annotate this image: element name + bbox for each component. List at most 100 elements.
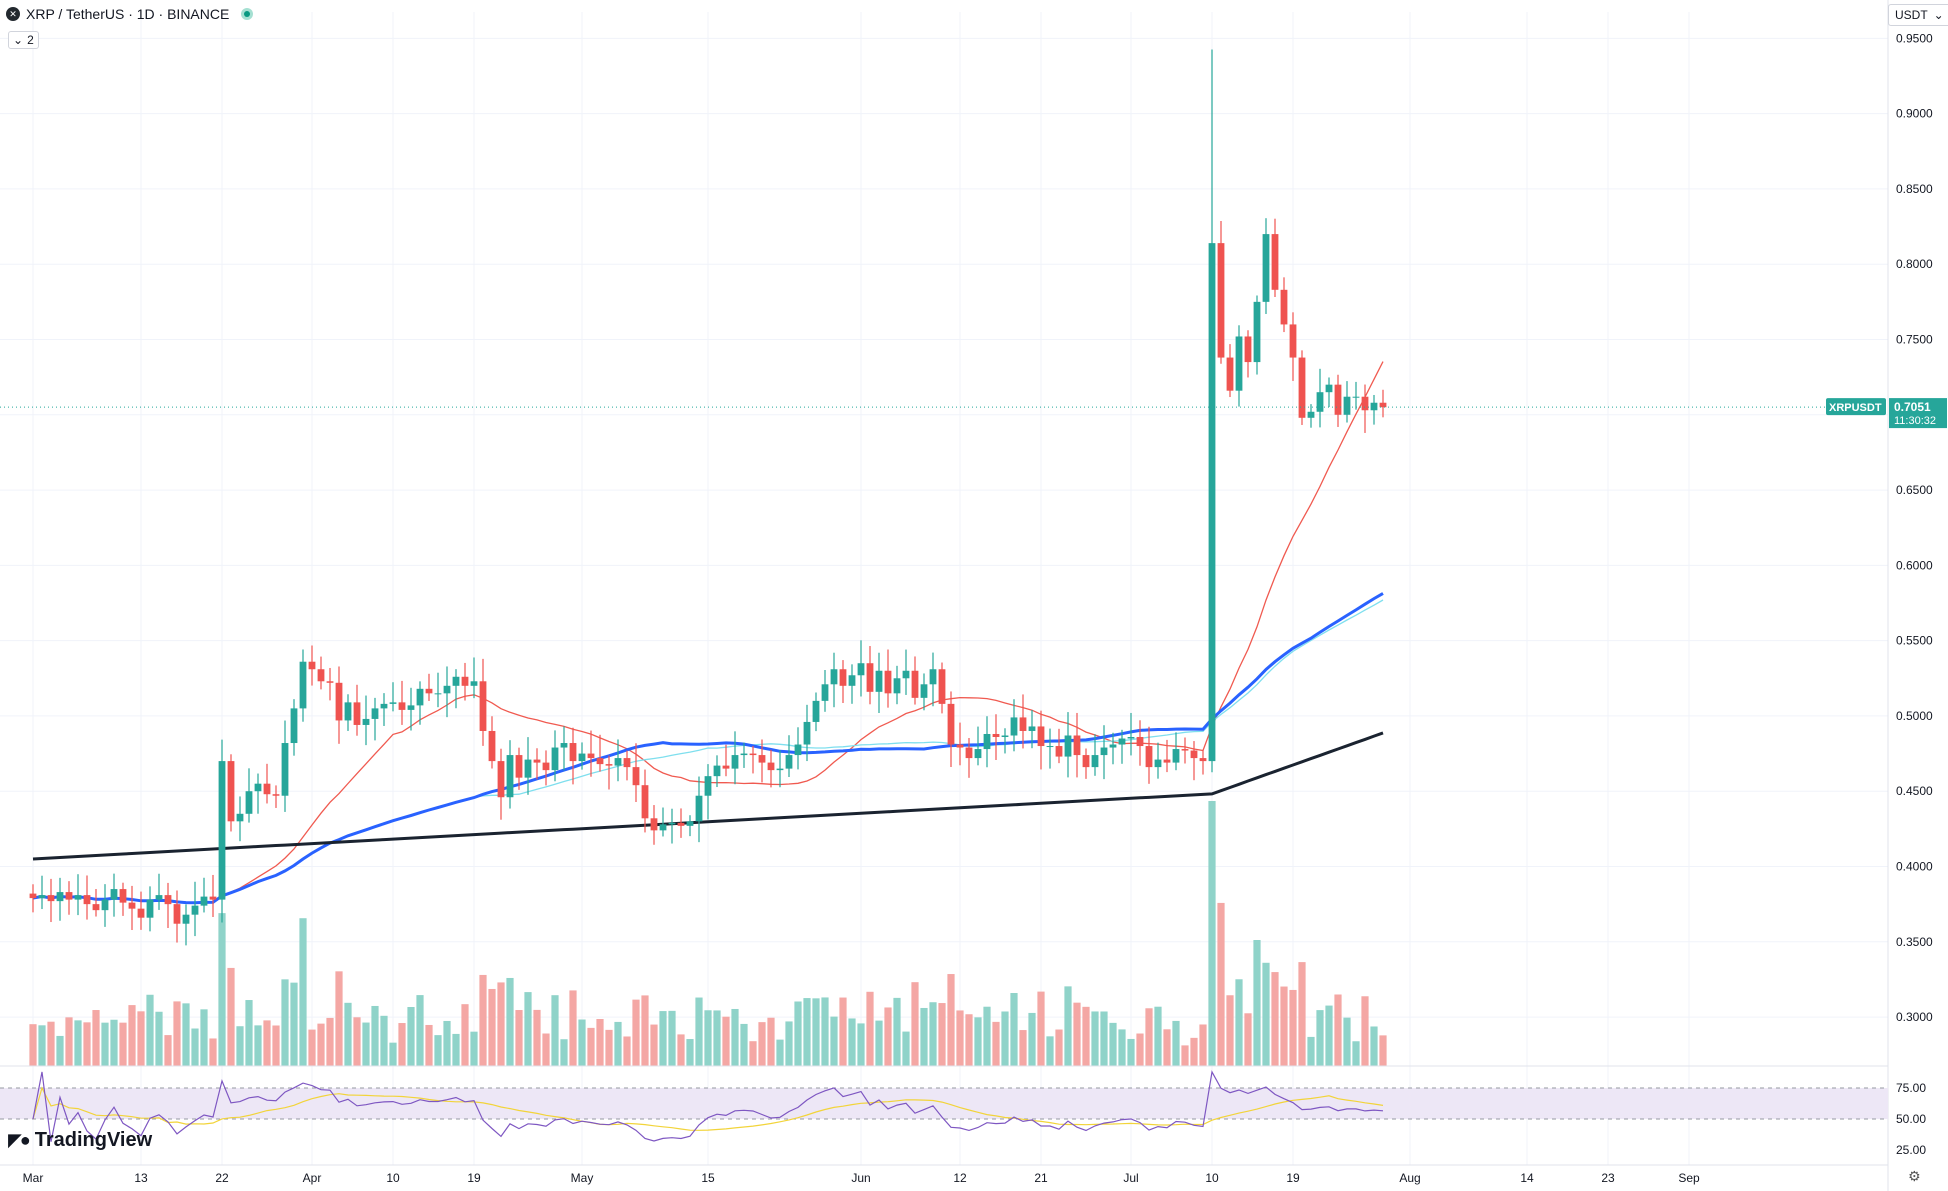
rsi-band xyxy=(0,1088,1888,1119)
volume-bar xyxy=(1118,1029,1126,1066)
candle-body xyxy=(731,755,739,769)
currency-label: USDT xyxy=(1895,8,1928,22)
candle-body xyxy=(1028,726,1036,731)
candle-body xyxy=(938,669,946,704)
volume-bar xyxy=(578,1019,586,1066)
tradingview-logo: ◤● TradingView xyxy=(8,1129,152,1152)
volume-bar xyxy=(1127,1038,1135,1066)
x-tick-label: 22 xyxy=(215,1171,229,1185)
y-tick-label: 0.8000 xyxy=(1896,257,1933,271)
y-tick-label: 0.9500 xyxy=(1896,31,1933,45)
ma-50-line xyxy=(32,592,1384,905)
candle-body xyxy=(1136,737,1144,747)
volume-bar xyxy=(227,967,235,1066)
volume-bar xyxy=(569,990,577,1066)
volume-bar xyxy=(1136,1033,1144,1066)
volume-bar xyxy=(308,1029,316,1066)
candle-body xyxy=(1118,738,1126,745)
volume-bar xyxy=(623,1036,631,1066)
market-open-icon xyxy=(241,8,254,20)
volume-bar xyxy=(641,995,649,1066)
candle-body xyxy=(1271,234,1279,290)
candle-body xyxy=(533,759,541,763)
candle-body xyxy=(623,758,631,768)
volume-bar xyxy=(83,1022,91,1066)
volume-bar xyxy=(1145,1008,1153,1066)
candle-body xyxy=(1244,336,1252,363)
candle-body xyxy=(1037,726,1045,747)
volume-bar xyxy=(515,1010,523,1066)
candle-body xyxy=(200,896,208,906)
candle-body xyxy=(668,822,676,825)
candle-body xyxy=(686,821,694,826)
candle-body xyxy=(1199,758,1207,762)
candle-body xyxy=(434,693,442,695)
candle-body xyxy=(1208,243,1216,762)
volume-bar xyxy=(857,1023,865,1066)
candle-body xyxy=(1064,735,1072,757)
candle-body xyxy=(1091,755,1099,768)
y-tick-label: 0.6500 xyxy=(1896,483,1933,497)
volume-bar xyxy=(1298,962,1306,1066)
rsi-tick-label: 75.00 xyxy=(1896,1081,1926,1095)
indicators-toggle[interactable]: ⌄ 2 xyxy=(8,31,39,49)
volume-bar xyxy=(461,1004,469,1066)
chevron-down-icon: ⌄ xyxy=(1933,8,1944,22)
candle-body xyxy=(29,893,37,899)
symbol-header: ✕ XRP / TetherUS · 1D · BINANCE xyxy=(6,6,254,22)
volume-bar xyxy=(164,1035,172,1066)
volume-bar xyxy=(1361,996,1369,1066)
candle-body xyxy=(1325,384,1333,393)
candle-body xyxy=(515,755,523,778)
symbol-title[interactable]: XRP / TetherUS · 1D · BINANCE xyxy=(26,6,230,22)
candle-body xyxy=(56,892,64,902)
volume-bar xyxy=(110,1019,118,1066)
candle-body xyxy=(416,688,424,706)
y-tick-label: 0.7500 xyxy=(1896,332,1933,346)
volume-bar xyxy=(434,1035,442,1066)
candle-body xyxy=(785,755,793,769)
candle-body xyxy=(1181,749,1189,751)
candle-body xyxy=(650,818,658,831)
candle-body xyxy=(1334,384,1342,415)
currency-select[interactable]: USDT ⌄ xyxy=(1888,4,1948,26)
volume-bar xyxy=(812,998,820,1066)
candle-body xyxy=(839,669,847,686)
candle-body xyxy=(974,749,982,759)
volume-bar xyxy=(488,988,496,1066)
volume-bar xyxy=(479,974,487,1066)
volume-bar xyxy=(614,1021,622,1066)
volume-bar xyxy=(758,1022,766,1066)
y-tick-label: 0.3000 xyxy=(1896,1010,1933,1024)
gear-icon[interactable]: ⚙ xyxy=(1908,1168,1921,1184)
volume-bar xyxy=(632,999,640,1066)
candle-body xyxy=(182,914,190,924)
volume-bar xyxy=(1253,940,1261,1066)
volume-bar xyxy=(1091,1011,1099,1066)
volume-bar xyxy=(947,974,955,1066)
volume-bar xyxy=(605,1029,613,1066)
volume-bar xyxy=(992,1021,1000,1066)
volume-bar xyxy=(1019,1030,1027,1066)
volume-bar xyxy=(1109,1022,1117,1066)
candle-body xyxy=(425,688,433,694)
candle-body xyxy=(488,730,496,762)
volume-bar xyxy=(677,1034,685,1066)
volume-bar xyxy=(668,1010,676,1066)
candle-body xyxy=(443,685,451,694)
volume-bar xyxy=(1316,1010,1324,1066)
candle-body xyxy=(353,702,361,725)
tradingview-mark-icon: ◤● xyxy=(8,1130,31,1150)
volume-bar xyxy=(389,1042,397,1066)
volume-bar xyxy=(866,991,874,1066)
candle-body xyxy=(722,765,730,769)
volume-bar xyxy=(1217,902,1225,1066)
candle-body xyxy=(758,755,766,763)
candle-body xyxy=(1055,746,1063,757)
volume-bar xyxy=(1199,1024,1207,1066)
volume-bar xyxy=(713,1010,721,1066)
x-tick-label: 21 xyxy=(1034,1171,1048,1185)
volume-bar xyxy=(659,1011,667,1066)
candle-body xyxy=(335,682,343,721)
